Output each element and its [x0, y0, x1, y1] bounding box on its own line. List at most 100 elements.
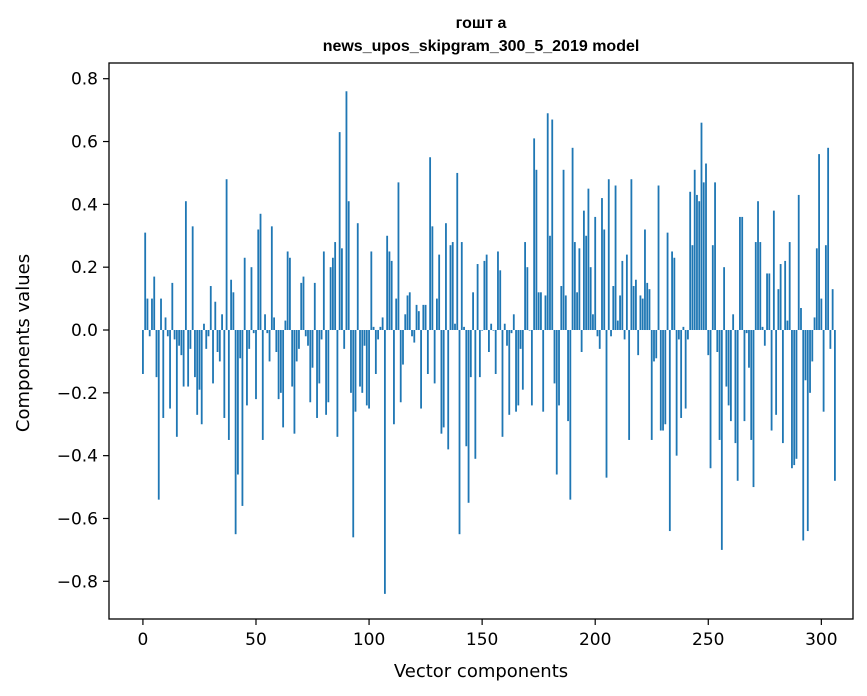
- bar: [383, 330, 386, 594]
- bar: [723, 267, 726, 330]
- bar: [488, 330, 490, 352]
- bar: [157, 330, 160, 500]
- bar: [528, 330, 531, 331]
- bar: [727, 330, 730, 406]
- bar: [675, 330, 678, 456]
- bar: [415, 304, 418, 331]
- chart-title-line-1: гошт а: [456, 15, 507, 32]
- bar: [578, 248, 581, 330]
- bar: [447, 330, 450, 450]
- bar: [347, 201, 350, 330]
- bar: [293, 330, 296, 434]
- bar: [779, 264, 782, 331]
- bar: [818, 154, 820, 331]
- y-tick-label: −0.4: [57, 447, 98, 467]
- bar: [834, 330, 836, 481]
- bar: [252, 330, 255, 334]
- bar: [318, 330, 321, 384]
- x-tick-label: 250: [692, 630, 724, 650]
- bar: [693, 169, 696, 330]
- bar: [754, 242, 757, 330]
- bar: [404, 314, 407, 331]
- bar: [454, 323, 456, 330]
- bar: [424, 304, 427, 331]
- y-tick-label: 0.4: [71, 195, 98, 215]
- bar: [802, 330, 805, 541]
- bar: [625, 254, 628, 331]
- bar: [476, 264, 479, 331]
- bar: [307, 330, 309, 346]
- bar: [506, 330, 508, 346]
- bar: [325, 330, 327, 415]
- bar: [630, 179, 633, 331]
- bar: [662, 330, 664, 431]
- bar: [182, 330, 185, 387]
- bar: [284, 320, 287, 330]
- bar: [359, 330, 361, 387]
- bar: [334, 242, 337, 330]
- bar: [309, 330, 312, 403]
- bar: [467, 330, 470, 503]
- bar: [542, 330, 545, 412]
- bar: [442, 330, 445, 428]
- bar: [451, 242, 454, 330]
- bar: [546, 113, 549, 331]
- bar: [352, 330, 355, 538]
- bar: [549, 235, 551, 331]
- bar: [585, 235, 588, 331]
- bar: [673, 257, 676, 331]
- bar: [687, 330, 689, 340]
- bar: [702, 182, 705, 331]
- bar: [806, 330, 809, 532]
- y-tick-label: 0.2: [71, 258, 98, 278]
- y-axis: −0.8 −0.6 −0.4 −0.2 0.0 0.2 0.4 0.6 0.8: [57, 70, 109, 592]
- bar: [422, 304, 425, 331]
- bar: [571, 147, 574, 330]
- bar: [379, 326, 382, 330]
- bar: [417, 311, 420, 331]
- bar: [166, 330, 169, 337]
- bar: [745, 330, 748, 334]
- bar: [635, 279, 637, 331]
- bar: [515, 330, 517, 412]
- bar: [372, 326, 375, 330]
- bar: [784, 260, 787, 331]
- bar: [481, 330, 484, 331]
- y-axis-label: Components values: [13, 254, 34, 432]
- bar: [700, 122, 703, 331]
- bar: [610, 330, 612, 337]
- bar: [327, 330, 330, 403]
- bar: [564, 295, 567, 330]
- bar: [707, 330, 710, 356]
- bar: [592, 314, 594, 331]
- bar: [716, 330, 719, 352]
- bar: [259, 213, 262, 331]
- bar: [696, 194, 698, 330]
- bar: [711, 245, 714, 330]
- bar: [623, 330, 626, 340]
- x-axis: 0 50 100 150 200 250 300: [138, 619, 838, 650]
- bar: [279, 330, 282, 393]
- bar: [184, 201, 187, 330]
- bar: [628, 330, 631, 440]
- bar: [331, 257, 334, 331]
- bar: [356, 223, 359, 330]
- bar: [770, 330, 773, 431]
- bar: [187, 330, 190, 387]
- bar: [582, 210, 585, 331]
- y-tick-label: 0.8: [71, 70, 98, 90]
- bar: [607, 179, 610, 331]
- bar: [248, 330, 251, 349]
- bar: [191, 226, 194, 330]
- bar: [601, 198, 603, 330]
- bar: [207, 330, 210, 337]
- bar: [198, 330, 201, 390]
- bar: [824, 245, 827, 330]
- bar: [275, 330, 278, 352]
- y-tick-label: −0.2: [57, 384, 98, 404]
- x-tick-label: 100: [353, 630, 385, 650]
- bar: [295, 330, 298, 362]
- bar: [822, 330, 825, 412]
- bar: [146, 298, 149, 330]
- bar: [671, 251, 673, 330]
